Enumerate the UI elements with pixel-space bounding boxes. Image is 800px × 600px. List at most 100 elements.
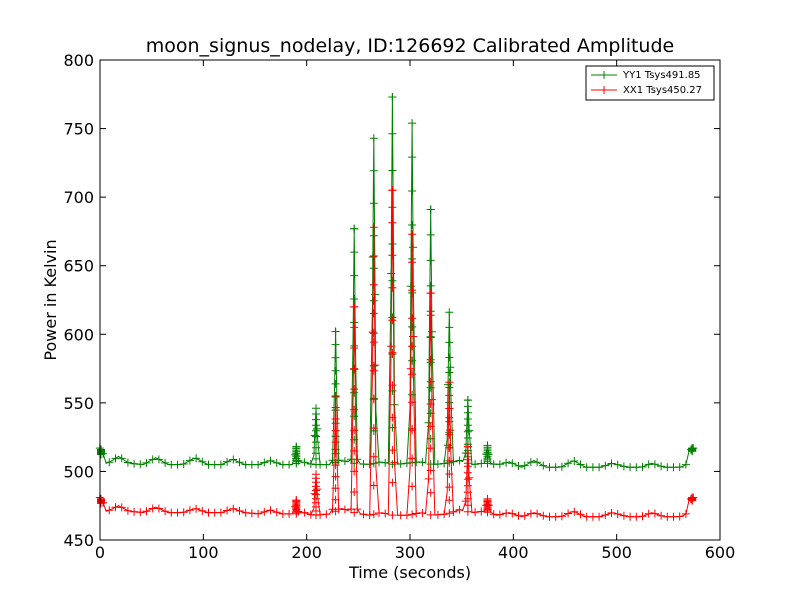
series-1-spike-5-marker	[369, 395, 378, 404]
series-1-spike-4-marker	[350, 344, 359, 352]
series-1-marker	[130, 507, 139, 516]
series-1-marker	[350, 302, 359, 311]
series-0-spike-4-marker	[350, 435, 359, 444]
series-1-spike-3-marker	[331, 403, 340, 412]
series-1-spike-7-marker	[408, 454, 417, 463]
series-0-marker	[564, 459, 573, 468]
series-1-marker	[216, 508, 225, 517]
x-tick-label: 0	[95, 543, 105, 562]
series-1-marker	[455, 505, 464, 514]
series-1-marker	[365, 511, 374, 520]
series-1-marker	[613, 510, 622, 518]
series-1-spike-7-marker	[408, 510, 417, 519]
series-1-spike-9-marker	[445, 470, 454, 478]
series-1-spike-4-marker	[350, 364, 359, 373]
series-1-spike-4-marker	[350, 426, 359, 435]
series-1-spike-7-marker	[408, 370, 417, 379]
series-1-spike-7-marker	[408, 286, 417, 295]
series-1-marker	[272, 508, 281, 517]
series-1-spike-5-marker	[369, 424, 378, 433]
series-0-marker	[455, 456, 464, 465]
series-1-marker	[424, 474, 433, 483]
series-0-marker	[136, 460, 145, 469]
legend-label-xx1: XX1 Tsys450.27	[623, 85, 702, 96]
series-0-marker	[216, 460, 225, 469]
series-1-marker	[260, 507, 269, 516]
series-1-marker	[229, 504, 238, 513]
series-1-marker	[313, 485, 321, 494]
series-1-marker	[638, 512, 647, 521]
series-0-marker	[675, 463, 684, 472]
series-1-marker	[557, 512, 566, 521]
series-1-marker	[388, 186, 397, 195]
series-0-spike-6-marker	[388, 276, 397, 285]
series-1-marker	[331, 392, 340, 400]
series-1-spike-9-marker	[445, 417, 454, 426]
series-0-marker	[310, 431, 319, 440]
series-0-marker	[306, 460, 315, 468]
series-1-marker	[520, 511, 529, 520]
series-0-marker	[551, 463, 560, 472]
series-1-spike-8-marker	[426, 311, 435, 320]
y-tick-label: 550	[63, 394, 94, 413]
series-0-spike-5-marker	[369, 199, 378, 208]
series-1-marker	[185, 506, 194, 515]
series-1-spike-6-marker	[388, 316, 397, 325]
series-0-marker	[520, 461, 529, 470]
series-0-spike-7-marker	[408, 221, 417, 229]
series-0-marker	[484, 450, 493, 459]
series-1-spike-9-marker	[445, 404, 454, 413]
y-tick-label: 700	[63, 188, 94, 207]
series-1-spike-8-marker	[426, 488, 435, 497]
series-0-marker	[179, 460, 188, 468]
series-0-marker	[97, 445, 105, 454]
series-1-spike-8-marker	[426, 377, 435, 386]
series-0-marker	[446, 363, 455, 372]
series-0-spike-5-marker	[369, 166, 378, 175]
series-1-spike-5-marker	[369, 309, 378, 318]
series-1-marker	[123, 506, 132, 515]
series-1-spike-8-marker	[426, 333, 435, 342]
series-1-marker	[484, 501, 493, 510]
series-1-spike-6-marker	[388, 218, 397, 227]
series-1-marker	[471, 508, 480, 517]
series-1-marker	[465, 473, 474, 482]
series-1-marker	[539, 511, 548, 520]
series-0-spike-7-marker	[408, 390, 417, 399]
series-1-spike-3-marker	[331, 461, 340, 470]
series-1-marker	[409, 332, 418, 341]
series-1-spike-8-marker	[426, 510, 435, 519]
series-1-marker	[449, 507, 458, 516]
y-tick-label: 800	[63, 51, 94, 70]
series-1-spike-5-marker	[369, 338, 378, 347]
series-1-marker	[387, 342, 396, 351]
series-0-marker	[161, 458, 170, 467]
series-0-marker	[381, 458, 390, 467]
series-1-spike-4-marker	[350, 385, 359, 394]
legend: YY1 Tsys491.85 XX1 Tsys450.27	[585, 65, 715, 101]
y-tick-label: 650	[63, 257, 94, 276]
series-0-spike-3-marker	[331, 379, 340, 388]
series-1-marker	[601, 511, 610, 519]
series-1-spike-5-marker	[369, 252, 378, 260]
series-0-spike-4-marker	[350, 295, 359, 303]
series-1-marker	[291, 502, 300, 511]
series-1-spike-9-marker	[445, 483, 454, 492]
series-1-spike-7-marker	[408, 482, 417, 491]
series-0-marker	[539, 461, 548, 470]
series-1-spike-7-marker	[408, 426, 417, 435]
series-0-spike-9-marker	[445, 338, 454, 347]
series-0-marker	[331, 327, 340, 336]
series-1-marker	[406, 364, 415, 373]
series-1-spike-6-marker	[388, 251, 397, 260]
series-1-spike-4-marker	[350, 467, 359, 476]
series-1-marker	[689, 493, 698, 502]
series-1-marker	[294, 507, 303, 516]
x-tick-label: 500	[601, 543, 632, 562]
x-tick-label: 400	[498, 543, 529, 562]
series-1-spike-5-marker	[369, 510, 378, 519]
series-1-marker	[657, 511, 666, 520]
series-0-spike-7-marker	[408, 322, 417, 331]
series-0-marker	[235, 458, 244, 467]
y-tick-label: 750	[63, 120, 94, 139]
